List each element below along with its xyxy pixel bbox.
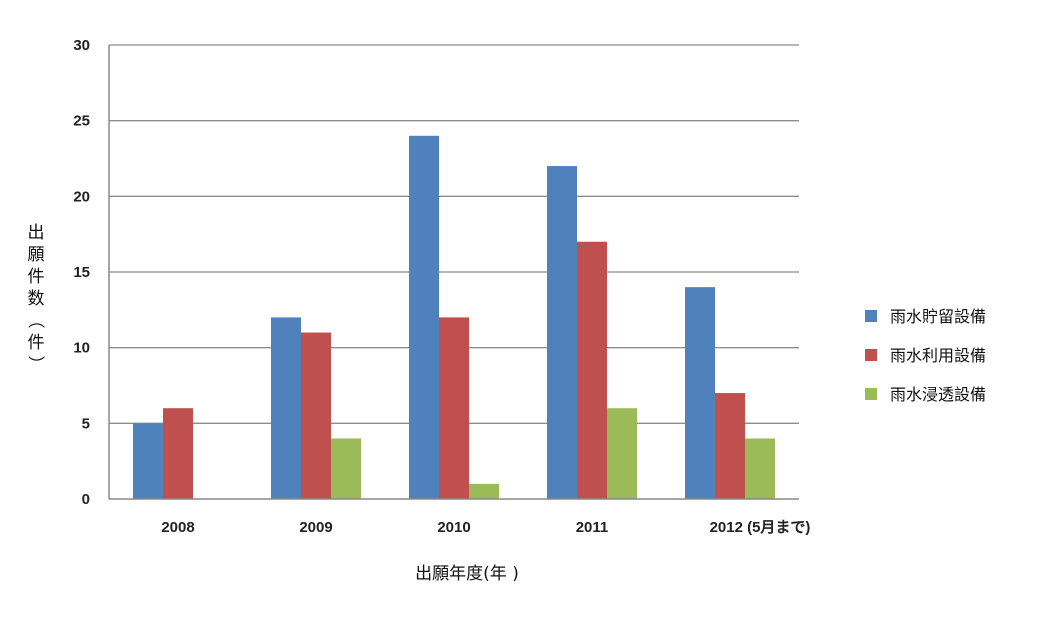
x-axis-title: 出願年度(年 )	[415, 564, 519, 584]
bar	[715, 393, 745, 499]
y-tick-labels: 0 5 10 15 20 25 30	[73, 37, 90, 508]
x-tick-label: 2010	[437, 519, 470, 536]
bar	[439, 317, 469, 499]
x-tick-label: 2008	[161, 519, 194, 536]
y-tick-label: 15	[73, 264, 90, 281]
y-axis-title-char: 出	[28, 223, 45, 243]
x-tick-label: 2012 (5月まで)	[710, 519, 811, 536]
y-axis-title-char: 件	[28, 333, 45, 353]
y-tick-label: 10	[73, 340, 90, 357]
y-axis-title-char: 数	[28, 289, 45, 309]
bar	[301, 332, 331, 499]
y-tick-label: 30	[73, 37, 90, 54]
bar	[271, 317, 301, 499]
bar	[745, 438, 775, 499]
legend-label: 雨水貯留設備	[890, 307, 986, 326]
bar	[607, 408, 637, 499]
bar	[163, 408, 193, 499]
bar	[469, 483, 499, 499]
y-axis-title-char: 件	[28, 267, 45, 287]
y-axis-title-char: 願	[28, 245, 45, 265]
x-tick-labels: 2008 2009 2010 2011 2012 (5月まで)	[161, 519, 810, 536]
bar	[133, 423, 163, 499]
y-tick-label: 5	[82, 415, 90, 432]
bar	[409, 135, 439, 500]
x-tick-label: 2011	[576, 519, 609, 536]
x-tick-label: 2009	[299, 519, 332, 536]
bars	[133, 135, 775, 500]
bar	[577, 241, 607, 499]
bar	[547, 166, 577, 500]
legend-label: 雨水浸透設備	[890, 385, 986, 404]
bar	[331, 438, 361, 499]
legend-swatch	[865, 388, 877, 400]
y-axis-title-char: （	[25, 312, 45, 329]
y-tick-label: 25	[73, 113, 90, 130]
y-axis-title-char: ）	[25, 356, 45, 373]
y-tick-label: 0	[82, 491, 90, 508]
bar	[685, 287, 715, 499]
legend-swatch	[865, 349, 877, 361]
legend-swatch	[865, 310, 877, 322]
y-tick-label: 20	[73, 188, 90, 205]
gridlines	[109, 44, 799, 424]
legend-label: 雨水利用設備	[890, 346, 986, 365]
